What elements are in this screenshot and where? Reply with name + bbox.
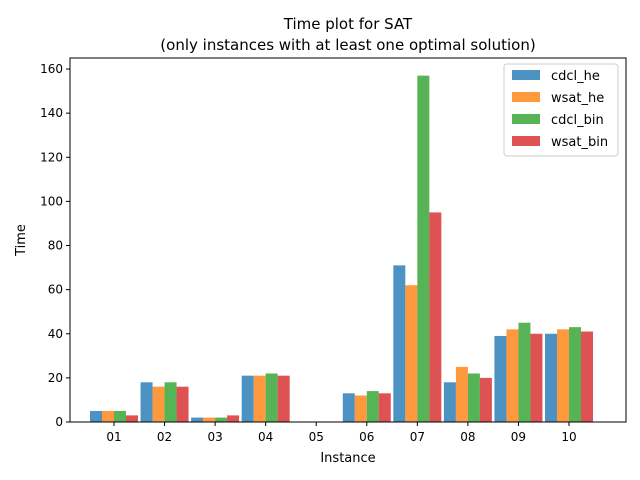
y-tick-label: 120 (40, 150, 63, 164)
x-tick-label: 04 (258, 430, 273, 444)
bar-cdcl_he-06 (342, 393, 355, 422)
bar-cdcl_bin-01 (114, 410, 126, 422)
bar-wsat_he-08 (455, 366, 468, 422)
bar-cdcl_bin-02 (164, 382, 177, 422)
axes-frame (69, 57, 627, 423)
bar-cdcl_bin-07 (417, 75, 430, 423)
bar-wsat_he-03 (203, 417, 216, 422)
legend-swatch-cdcl_bin (512, 114, 540, 124)
x-tick-label: 02 (157, 430, 172, 444)
y-axis-ticks: 0 20 40 60 80 100 120 140 160 (40, 62, 70, 429)
legend-swatch-cdcl_he (512, 70, 540, 80)
bar-cdcl_he-10 (545, 333, 557, 422)
legend-box (503, 63, 619, 157)
bar-cdcl_he-04 (241, 375, 254, 422)
x-axis-label: Instance (320, 451, 375, 466)
bar-wsat_bin-01 (126, 415, 138, 422)
plot-area: 0 20 40 60 80 100 120 140 160 01 02 03 04 05 06 07 08 09… (40, 57, 627, 444)
y-tick-label: 140 (40, 106, 63, 120)
x-tick-label: 07 (410, 430, 425, 444)
legend-swatch-wsat_bin (512, 136, 540, 146)
y-tick-label: 0 (55, 415, 63, 429)
bar-cdcl_bin-06 (366, 391, 379, 422)
bar-cdcl_bin-10 (569, 327, 581, 422)
bar-cdcl_he-02 (140, 382, 153, 422)
bar-cdcl_he-01 (90, 410, 102, 422)
x-tick-label: 08 (460, 430, 475, 444)
bar-wsat_he-09 (506, 329, 519, 422)
x-tick-label: 05 (309, 430, 324, 444)
legend-label-cdcl_he: cdcl_he (551, 69, 600, 84)
bar-cdcl_bin-09 (518, 322, 531, 422)
bar-wsat_he-01 (102, 410, 114, 422)
legend-label-wsat_bin: wsat_bin (551, 135, 608, 150)
y-tick-label: 40 (48, 327, 63, 341)
x-tick-label: 10 (561, 430, 576, 444)
x-tick-label: 03 (207, 430, 222, 444)
legend: cdcl_he wsat_he cdcl_bin wsat_bin (503, 63, 619, 157)
bar-wsat_he-04 (253, 375, 266, 422)
y-tick-label: 20 (48, 371, 63, 385)
y-tick-label: 160 (40, 62, 63, 76)
bar-wsat_he-10 (557, 329, 569, 422)
bar-wsat_bin-02 (176, 386, 189, 422)
bar-cdcl_he-03 (191, 417, 204, 422)
bar-wsat_he-06 (354, 395, 367, 422)
y-axis-label: Time (14, 224, 29, 257)
y-tick-label: 60 (48, 283, 63, 297)
bar-wsat_bin-03 (227, 415, 240, 422)
bar-cdcl_bin-04 (265, 373, 278, 422)
bar-wsat_bin-10 (581, 331, 593, 422)
x-tick-label: 01 (106, 430, 121, 444)
bars-group (90, 75, 593, 423)
bar-cdcl_he-09 (494, 335, 507, 422)
bar-wsat_bin-08 (479, 377, 492, 422)
bar-cdcl_he-08 (443, 382, 456, 422)
chart-subtitle: (only instances with at least one optima… (160, 36, 535, 54)
bar-wsat_bin-04 (277, 375, 290, 422)
y-tick-label: 100 (40, 194, 63, 208)
bar-cdcl_bin-08 (467, 373, 480, 422)
x-tick-label: 09 (511, 430, 526, 444)
legend-label-cdcl_bin: cdcl_bin (551, 113, 604, 128)
bar-wsat_bin-06 (378, 393, 391, 422)
bar-wsat_bin-09 (530, 333, 543, 422)
bar-cdcl_bin-03 (215, 417, 228, 422)
x-axis-ticks: 01 02 03 04 05 06 07 08 09 10 (106, 422, 577, 444)
legend-swatch-wsat_he (512, 92, 540, 102)
legend-label-wsat_he: wsat_he (551, 91, 604, 106)
y-tick-label: 80 (48, 239, 63, 253)
bar-wsat_he-02 (152, 386, 165, 422)
bar-wsat_he-07 (405, 285, 418, 422)
bar-wsat_bin-07 (429, 212, 442, 422)
x-tick-label: 06 (359, 430, 374, 444)
bar-cdcl_he-07 (393, 265, 406, 422)
chart-title: Time plot for SAT (283, 15, 413, 33)
